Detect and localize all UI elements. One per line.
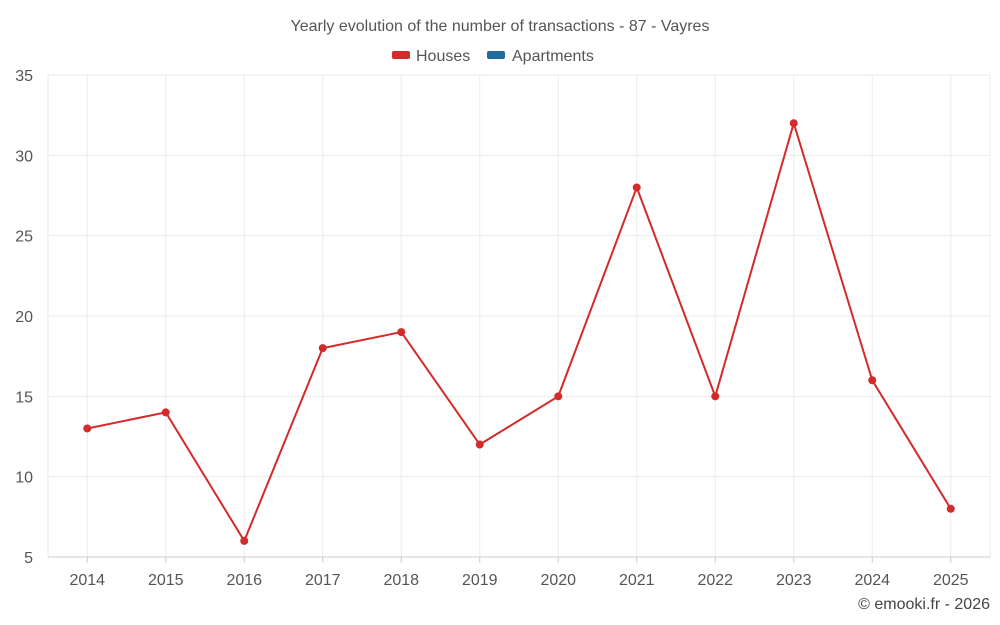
data-point-houses-2020[interactable]	[554, 392, 563, 401]
y-tick-label: 15	[15, 389, 33, 406]
x-tick-label: 2020	[540, 572, 576, 589]
y-tick-label: 10	[15, 470, 33, 487]
credit-text: © emooki.fr - 2026	[858, 596, 990, 613]
data-point-houses-2019[interactable]	[475, 440, 484, 449]
x-tick-label: 2022	[697, 572, 733, 589]
legend-swatch-houses	[392, 51, 410, 59]
series-layer	[83, 119, 955, 545]
data-point-houses-2024[interactable]	[868, 376, 877, 385]
x-tick-label: 2016	[226, 572, 262, 589]
y-tick-label: 35	[15, 68, 33, 85]
data-point-houses-2023[interactable]	[789, 119, 798, 128]
legend-label-houses[interactable]: Houses	[416, 48, 470, 65]
data-point-houses-2018[interactable]	[397, 328, 406, 337]
data-point-houses-2015[interactable]	[161, 408, 170, 417]
data-point-houses-2022[interactable]	[711, 392, 720, 401]
chart-title: Yearly evolution of the number of transa…	[291, 18, 710, 35]
x-tick-label: 2024	[854, 572, 890, 589]
x-tick-label: 2021	[619, 572, 655, 589]
y-tick-label: 5	[24, 550, 33, 567]
x-tick-label: 2018	[383, 572, 419, 589]
x-tick-label: 2023	[776, 572, 812, 589]
data-point-houses-2016[interactable]	[240, 536, 249, 545]
x-axis: 2014 2015 2016 2017 2018 2019 2020 2021 2022 2023…	[48, 556, 990, 589]
x-tick-label: 2014	[69, 572, 105, 589]
x-tick-label: 2019	[462, 572, 498, 589]
y-tick-label: 20	[15, 309, 33, 326]
x-tick-label: 2025	[933, 572, 969, 589]
grid	[47, 74, 991, 558]
legend-label-apartments[interactable]: Apartments	[512, 48, 594, 65]
x-tick-label: 2015	[148, 572, 184, 589]
data-point-houses-2025[interactable]	[946, 504, 955, 513]
y-tick-label: 25	[15, 229, 33, 246]
legend: Houses Apartments	[392, 48, 594, 65]
series-line-houses	[87, 119, 952, 544]
y-axis: 5 10 15 20 25 30 35	[15, 68, 33, 567]
y-tick-label: 30	[15, 148, 33, 165]
data-point-houses-2017[interactable]	[318, 344, 327, 353]
legend-swatch-apartments	[487, 51, 505, 59]
data-point-houses-2021[interactable]	[632, 183, 641, 192]
x-tick-label: 2017	[305, 572, 341, 589]
data-point-houses-2014[interactable]	[83, 424, 92, 433]
